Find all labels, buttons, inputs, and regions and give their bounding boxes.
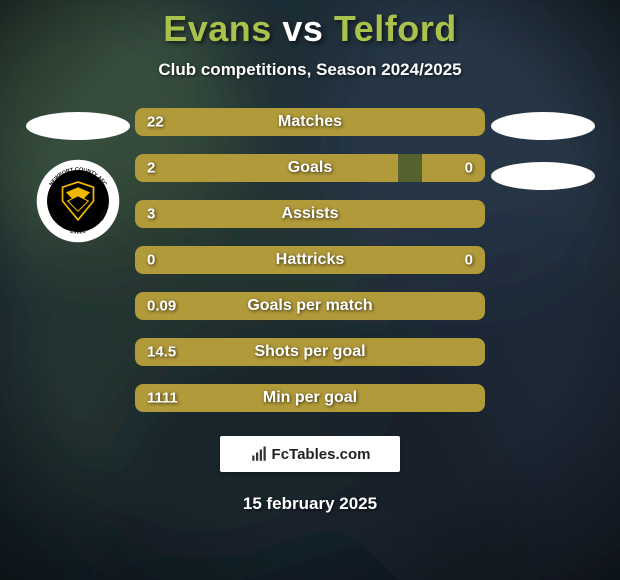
stat-label: Goals <box>288 159 332 177</box>
stat-value-left: 1111 <box>147 390 178 407</box>
stat-label: Min per goal <box>263 389 357 407</box>
player-photo-placeholder <box>26 112 130 140</box>
title-player1: Evans <box>163 8 272 49</box>
stat-bar: 2 0 Goals <box>135 154 485 182</box>
svg-text:Exiles: Exiles <box>69 229 86 236</box>
title-player2: Telford <box>334 8 457 49</box>
site-logo-text: FcTables.com <box>272 446 371 463</box>
left-column: NEWPORT COUNTY AFC 1912 Exiles 1989 <box>20 108 135 244</box>
stat-bar: 3 Assists <box>135 200 485 228</box>
stats-bars: 22 Matches 2 0 Goals 3 Assists 0 0 Hattricks 0.09 G… <box>135 108 485 412</box>
stat-bar: 0 0 Hattricks <box>135 246 485 274</box>
stat-value-right: 0 <box>465 252 473 269</box>
main-row: NEWPORT COUNTY AFC 1912 Exiles 1989 22 Ma… <box>0 108 620 412</box>
stat-value-left: 2 <box>147 160 155 177</box>
site-logo: FcTables.com <box>220 436 400 472</box>
title-vs: vs <box>282 8 323 49</box>
stat-label: Hattricks <box>276 251 344 269</box>
player-photo-placeholder <box>491 112 595 140</box>
stat-bar: 14.5 Shots per goal <box>135 338 485 366</box>
date: 15 february 2025 <box>243 494 377 514</box>
club-badge-left: NEWPORT COUNTY AFC 1912 Exiles 1989 <box>35 158 121 244</box>
stat-label: Goals per match <box>247 297 372 315</box>
player-photo-placeholder <box>491 162 595 190</box>
stat-bar: 1111 Min per goal <box>135 384 485 412</box>
stat-value-left: 14.5 <box>147 344 176 361</box>
stat-value-left: 22 <box>147 114 164 131</box>
page-title: Evans vs Telford <box>163 8 456 50</box>
chart-icon <box>250 445 268 463</box>
right-column <box>485 108 600 212</box>
subtitle: Club competitions, Season 2024/2025 <box>158 60 461 80</box>
stat-bar: 0.09 Goals per match <box>135 292 485 320</box>
stat-label: Matches <box>278 113 342 131</box>
stat-value-left: 0 <box>147 252 155 269</box>
stat-label: Shots per goal <box>254 343 365 361</box>
stat-value-left: 3 <box>147 206 155 223</box>
stat-label: Assists <box>282 205 339 223</box>
stat-value-right: 0 <box>465 160 473 177</box>
stat-value-left: 0.09 <box>147 298 176 315</box>
stat-bar: 22 Matches <box>135 108 485 136</box>
